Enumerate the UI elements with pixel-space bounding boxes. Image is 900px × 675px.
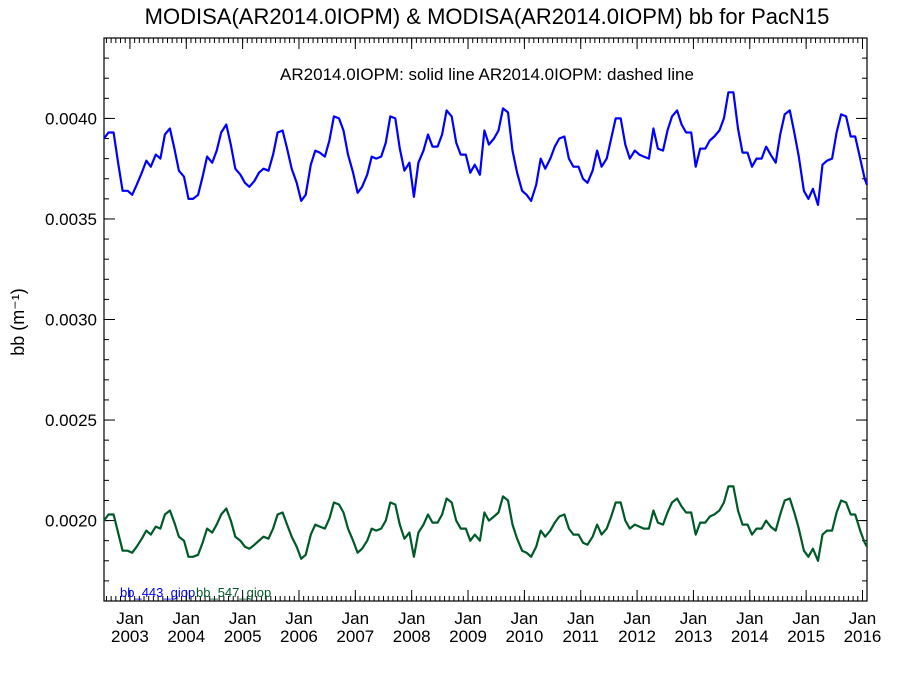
legend-label-bb_443_giop: bb_443_giop	[120, 585, 195, 600]
x-tick-label-year: 2004	[167, 627, 205, 646]
legend: bb_443_giop bb_547_giop	[120, 585, 271, 600]
series-line-bb_547_giop	[103, 485, 868, 562]
x-tick-label-year: 2014	[731, 627, 769, 646]
x-tick-label-month: Jan	[229, 609, 256, 628]
x-tick-label-month: Jan	[398, 609, 425, 628]
x-tick-label-month: Jan	[792, 609, 819, 628]
y-axis-label: bb (m⁻¹)	[8, 288, 28, 356]
y-tick-label: 0.0025	[45, 411, 97, 430]
x-tick-label-year: 2007	[336, 627, 374, 646]
x-tick-label-month: Jan	[454, 609, 481, 628]
x-tick-label-month: Jan	[173, 609, 200, 628]
x-tick-label-month: Jan	[511, 609, 538, 628]
legend-label-bb_547_giop: bb_547_giop	[196, 585, 271, 600]
x-tick-label-year: 2010	[505, 627, 543, 646]
x-tick-label-month: Jan	[567, 609, 594, 628]
y-tick-label: 0.0035	[45, 210, 97, 229]
x-tick-label-year: 2013	[675, 627, 713, 646]
x-tick-label-year: 2009	[449, 627, 487, 646]
x-tick-label-month: Jan	[736, 609, 763, 628]
x-tick-label-month: Jan	[285, 609, 312, 628]
x-tick-label-year: 2015	[787, 627, 825, 646]
x-tick-label-year: 2005	[224, 627, 262, 646]
x-tick-label-month: Jan	[116, 609, 143, 628]
y-tick-label: 0.0040	[45, 109, 97, 128]
x-tick-label-year: 2016	[844, 627, 882, 646]
x-tick-label-month: Jan	[342, 609, 369, 628]
series-lines	[103, 91, 869, 562]
y-tick-label: 0.0030	[45, 311, 97, 330]
x-tick-label-year: 2006	[280, 627, 318, 646]
x-tick-label-month: Jan	[680, 609, 707, 628]
series-line-bb_443_giop	[103, 91, 869, 206]
x-tick-label-year: 2011	[562, 627, 599, 646]
x-tick-label-month: Jan	[623, 609, 650, 628]
chart-subtitle: AR2014.0IOPM: solid line AR2014.0IOPM: d…	[280, 65, 694, 84]
x-tick-label-month: Jan	[849, 609, 876, 628]
x-tick-label-year: 2008	[393, 627, 431, 646]
y-tick-label: 0.0020	[45, 512, 97, 531]
axis-ticks: 0.00350.00300.00250.00200.0040Jan2003Jan…	[45, 37, 882, 646]
x-tick-label-year: 2003	[111, 627, 149, 646]
x-tick-label-year: 2012	[618, 627, 656, 646]
chart-title: MODISA(AR2014.0IOPM) & MODISA(AR2014.0IO…	[145, 4, 830, 29]
